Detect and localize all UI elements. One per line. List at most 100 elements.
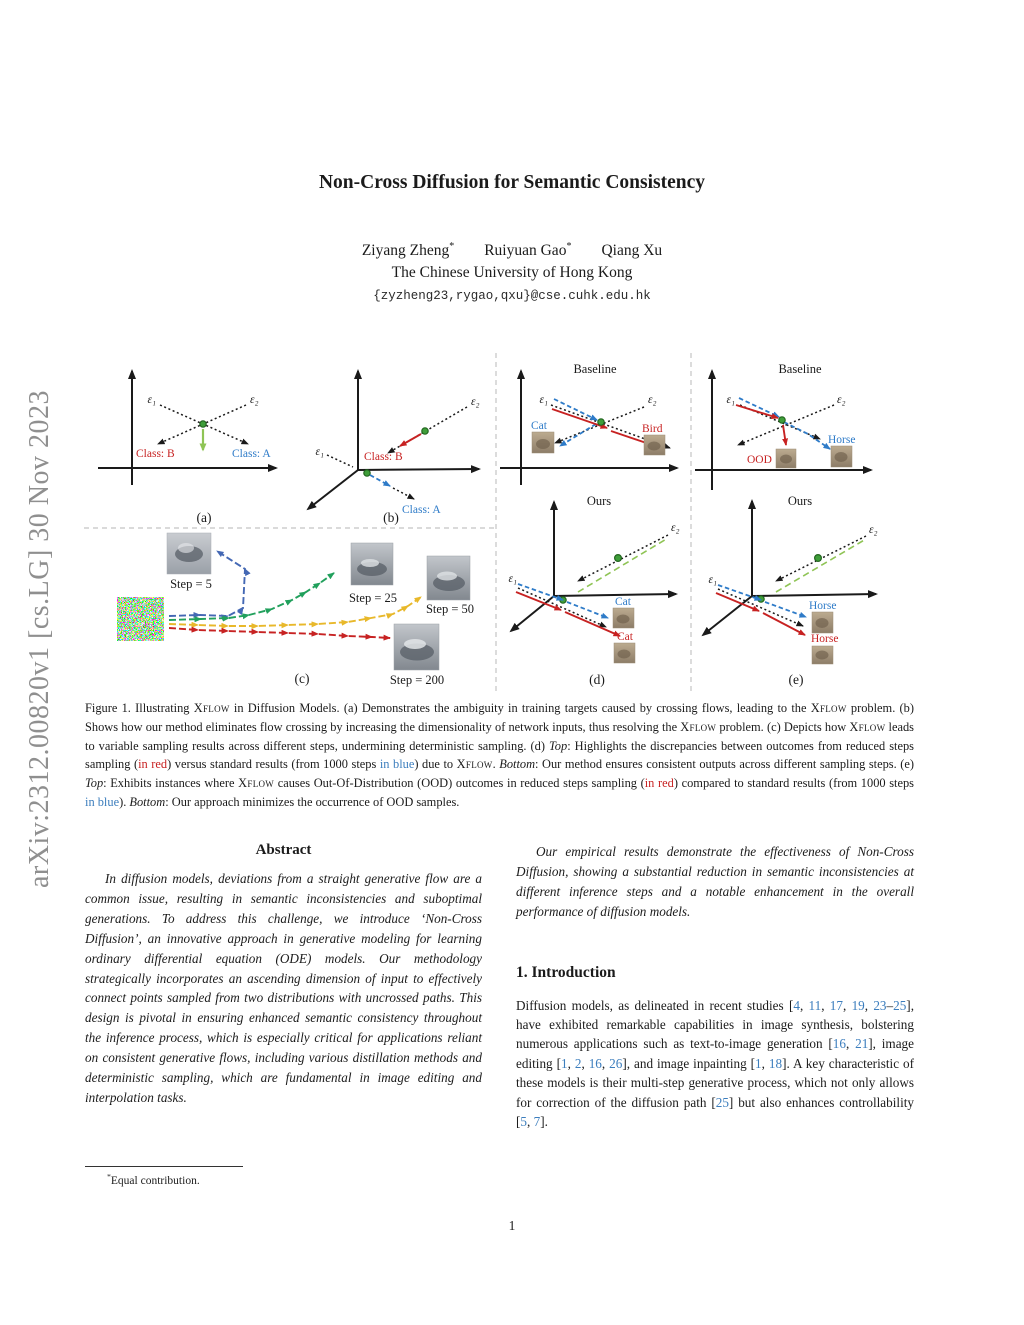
epsilon1-label: ε₁ [539,394,548,406]
step5-label: Step = 5 [170,577,212,591]
ours-title: Ours [587,494,611,508]
epsilon1-label: ε₁ [726,394,735,406]
citation-link[interactable]: 7 [533,1114,541,1130]
citation-link[interactable]: 19 [851,997,865,1013]
cat-image-red [613,642,636,664]
epsilon2-label: ε₂ [671,522,680,534]
text-segment: , [845,1036,856,1052]
panel-d-tag: (d) [589,672,605,687]
cat-red-label: Cat [617,631,634,643]
panel-b: ε₁ ε₂ Class: B Class: A (b) [306,369,481,525]
panel-a: ε₁ ε₂ Class: B Class: A (a) [98,369,278,525]
text-segment: ], have exhibited remarkable capabilitie… [516,997,914,1052]
citation-link[interactable]: 2 [574,1055,582,1071]
text-segment: Top [549,738,568,753]
text-segment: , [581,1055,589,1071]
epsilon1-label: ε₁ [508,573,517,585]
epsilon2-label: ε₂ [869,524,878,536]
text-segment: ], and image inpainting [ [622,1055,756,1071]
text-segment: : Highlights the discrepancies between o… [85,738,914,772]
epsilon1-label: ε₁ [315,446,324,458]
citation-link[interactable]: 1 [755,1055,762,1071]
citation-link[interactable]: 11 [808,997,822,1013]
results-paragraph: Our empirical results demonstrate the ef… [516,844,914,919]
figure-caption: Figure 1. Illustrating Xflow in Diffusio… [85,699,914,812]
citation-link[interactable]: 16 [832,1036,846,1052]
paper-title: Non-Cross Diffusion for Semantic Consist… [318,172,706,193]
bird-label: Bird [642,423,663,435]
citation-link[interactable]: 16 [588,1055,602,1071]
text-segment: * [107,1172,111,1181]
text-segment: in red [644,776,674,791]
text-segment: : Exhibits instances where [103,776,239,791]
abstract-paragraph: In diffusion models, deviations from a s… [85,871,482,1105]
text-segment: ], image editing [ [516,1036,914,1071]
baseline-title: Baseline [573,362,616,376]
text-segment: ) versus standard results (from 1000 ste… [167,757,380,772]
step25-label: Step = 25 [349,591,397,605]
citation-link[interactable]: 18 [768,1055,783,1071]
path-step50 [168,596,422,630]
citation-link[interactable]: in blue [85,794,120,809]
step50-label: Step = 50 [426,602,474,616]
text-segment: leads to variable sampling results acros… [85,719,915,753]
citation-link[interactable]: in blue [379,757,415,772]
text-segment: , [821,997,830,1013]
text-segment: ) due to [414,757,457,772]
ood-label: OOD [747,454,772,466]
horse-image-blue [811,611,834,634]
step200-label: Step = 200 [390,673,444,687]
citation-link[interactable]: 25 [893,997,907,1013]
epsilon2-label: ε₂ [471,396,480,408]
citation-link[interactable]: 26 [609,1055,623,1071]
bird-image [643,434,666,456]
ood-image [775,448,797,469]
figure-1: ε₁ ε₂ Class: B Class: A (a) ε₁ ε₂ Class:… [84,353,878,691]
abstract-heading: Abstract [255,842,312,858]
author-3: Qiang Xu [601,242,663,260]
class-a-label: Class: A [232,448,271,460]
panel-e-baseline: Baseline ε₁ ε₂ OOD Horse [695,362,873,490]
text-segment: Bottom [499,757,536,772]
sample-image-step200 [393,623,440,671]
citation-link[interactable]: 21 [855,1036,869,1052]
text-segment: causes Out-Of-Distribution (OOD) outcome… [274,776,645,791]
text-segment: , [601,1055,610,1071]
class-a-label: Class: A [402,504,441,516]
citation-link[interactable]: 4 [793,997,800,1013]
citation-link[interactable]: 25 [715,1094,729,1110]
panel-c: Step = 5 Step = 25 Step = 50 Step = 200 … [117,532,474,687]
panel-e-ours: Ours ε₁ ε₂ Horse Horse (e) [701,494,878,687]
footnote-rule [85,1166,243,1167]
left-column: Abstract In diffusion models, deviations… [85,842,482,1108]
citation-link[interactable]: 17 [829,997,843,1013]
author-mark: * [449,241,455,252]
sample-image-step5 [166,532,212,575]
introduction-paragraph: Diffusion models, as delineated in recen… [516,996,914,1132]
text-segment: ]. [540,1114,548,1130]
citation-link[interactable]: 23 [873,997,887,1013]
panel-a-tag: (a) [197,510,212,525]
text-segment: in Diffusion Models. (a) Demonstrates th… [229,701,811,715]
text-segment: , [567,1055,575,1071]
citation-link[interactable]: 5 [520,1114,527,1130]
horse-label: Horse [828,434,855,446]
epsilon2-label: ε₂ [250,394,259,406]
text-segment: Xflow [193,701,230,715]
footnote-block: *Equal contribution. [85,1166,482,1187]
path-step200 [168,626,391,641]
text-segment: : Our method ensures consistent outputs … [535,757,915,772]
text-segment: ). [119,794,130,809]
text-segment: , [864,997,874,1013]
citation-link[interactable]: 1 [560,1055,568,1071]
text-segment: : Our approach minimizes the occurrence … [165,794,460,809]
text-segment: Figure 1. Illustrating [85,701,194,715]
text-segment: , [799,997,809,1013]
text-segment: , [527,1114,534,1130]
text-segment: . [492,757,500,772]
panel-d-baseline: Baseline ε₁ ε₂ Cat Bird [500,362,679,485]
cat-blue-label: Cat [615,596,632,608]
horse-image [830,445,853,468]
epsilon2-label: ε₂ [837,394,846,406]
epsilon1-label: ε₁ [147,394,156,406]
